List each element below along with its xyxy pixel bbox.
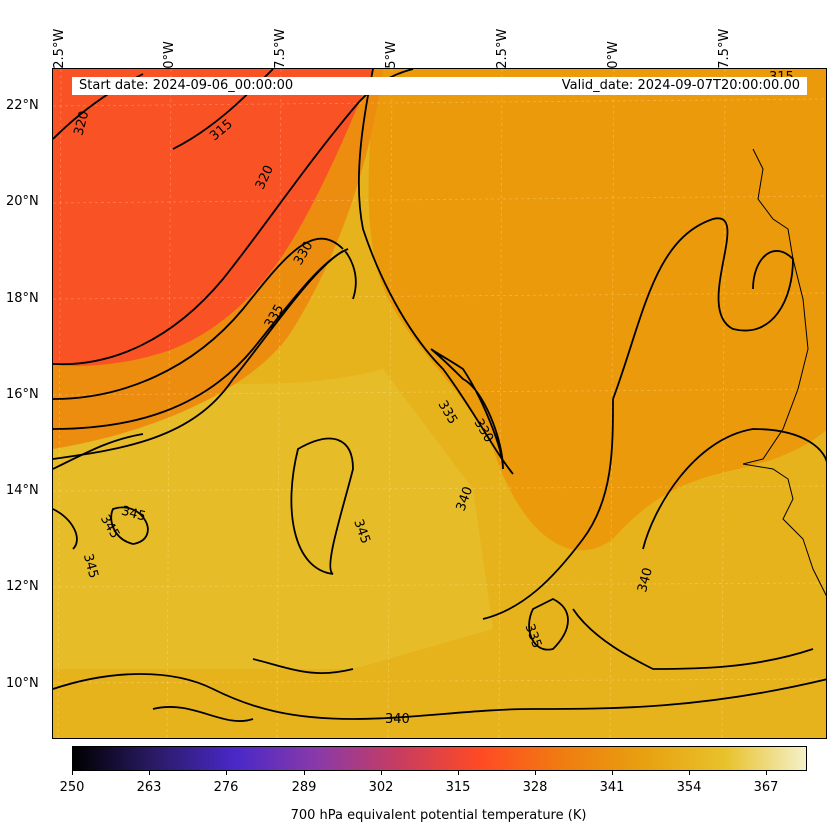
field-cold-region bbox=[53, 69, 373, 366]
contour-label: 340 bbox=[385, 712, 410, 727]
colorbar-tick-label: 341 bbox=[599, 780, 625, 795]
valid-date: Valid_date: 2024-09-07T20:00:00.00 bbox=[561, 78, 800, 93]
latitude-label: 14°N bbox=[6, 483, 39, 498]
colorbar-label: 700 hPa equivalent potential temperature… bbox=[290, 808, 587, 823]
contour-label: 345 bbox=[120, 504, 148, 525]
colorbar-tick-mark bbox=[226, 771, 227, 775]
latitude-label: 16°N bbox=[6, 387, 39, 402]
contours bbox=[53, 69, 826, 722]
coastline bbox=[742, 148, 826, 597]
gridlines bbox=[53, 69, 826, 738]
latitude-label: 20°N bbox=[6, 194, 39, 209]
colorbar-tick-mark bbox=[766, 771, 767, 775]
colorbar-tick-label: 263 bbox=[136, 780, 162, 795]
colorbar-tick-mark bbox=[535, 771, 536, 775]
colorbar-tick-label: 367 bbox=[753, 780, 779, 795]
contour-label: 340 bbox=[635, 566, 656, 594]
latitude-label: 22°N bbox=[6, 98, 39, 113]
colorbar-tick-label: 289 bbox=[291, 780, 317, 795]
colorbar-tick-mark bbox=[689, 771, 690, 775]
colorbar bbox=[72, 746, 807, 771]
contour-label: 320 bbox=[71, 109, 92, 137]
colorbar-tick-label: 250 bbox=[59, 780, 85, 795]
map-svg: 320 315 320 330 335 335 330 340 345 345 … bbox=[53, 69, 826, 738]
colorbar-tick-mark bbox=[458, 771, 459, 775]
colorbar-tick-label: 354 bbox=[676, 780, 702, 795]
start-date: Start date: 2024-09-06_00:00:00 bbox=[79, 78, 294, 93]
map-panel: 320 315 320 330 335 335 330 340 345 345 … bbox=[52, 68, 827, 739]
latitude-label: 10°N bbox=[6, 676, 39, 691]
latitude-label: 18°N bbox=[6, 291, 39, 306]
latitude-label: 12°N bbox=[6, 579, 39, 594]
colorbar-tick-mark bbox=[149, 771, 150, 775]
colorbar-tick-mark bbox=[612, 771, 613, 775]
colorbar-tick-label: 315 bbox=[445, 780, 471, 795]
colorbar-tick-mark bbox=[304, 771, 305, 775]
colorbar-tick-label: 276 bbox=[213, 780, 239, 795]
colorbar-tick-mark bbox=[72, 771, 73, 775]
field-warm-band bbox=[53, 369, 493, 669]
date-info-bar: Start date: 2024-09-06_00:00:00 Valid_da… bbox=[72, 77, 807, 95]
colorbar-tick-mark bbox=[381, 771, 382, 775]
colorbar-tick-label: 302 bbox=[368, 780, 394, 795]
contour-label: 345 bbox=[80, 552, 101, 580]
colorbar-tick-label: 328 bbox=[522, 780, 548, 795]
